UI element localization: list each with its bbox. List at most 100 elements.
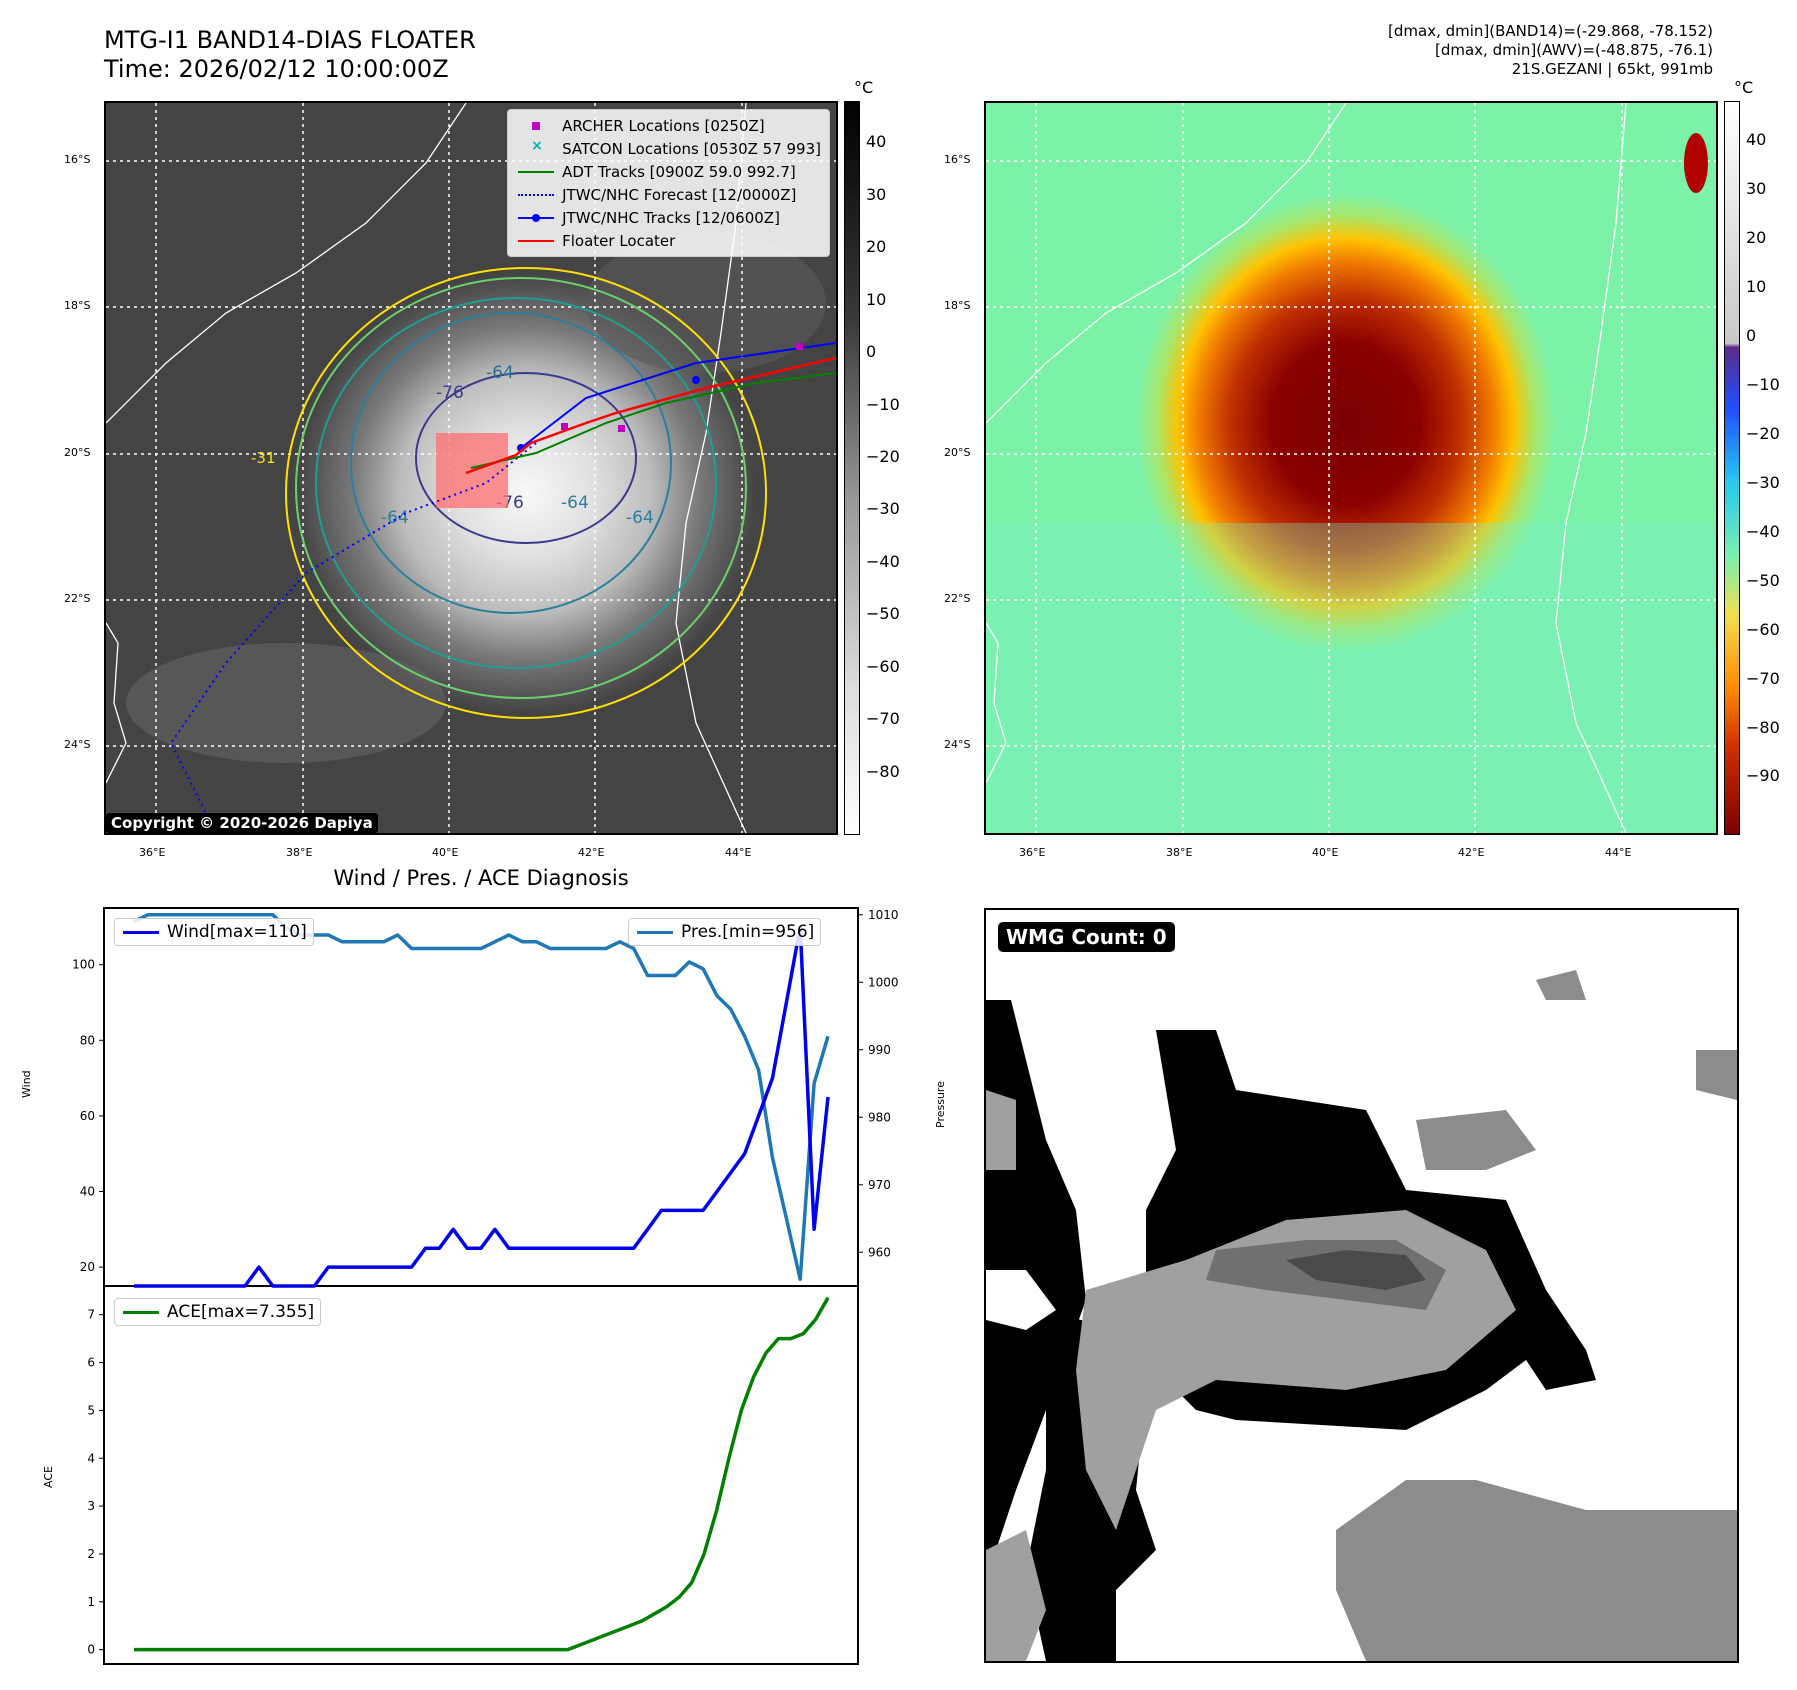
awv-map-panel [984,101,1718,835]
gray-colorbar-tick: −10 [866,394,900,414]
gray-colorbar-tick: 20 [866,237,887,257]
wind-pressure-frame [103,907,859,1287]
pressure-tick-label: 990 [868,1043,891,1057]
pressure-tick-label: 1010 [868,908,899,922]
ace-tick-label: 3 [87,1499,95,1513]
wind-tick-label: 20 [80,1260,95,1274]
jtwc-track-point [692,376,700,384]
wmg-panel: WMG Count: 0 [984,908,1739,1663]
cloud-band [126,643,446,763]
contour-yellow [285,267,767,719]
contour-label: -64 [486,363,514,383]
pressure-axis-label: Pressure [934,1081,947,1128]
lat-label: 20°S [944,446,971,459]
gray-colorbar-tick: 10 [866,289,887,309]
info-line-2: [dmax, dmin](AWV)=(-48.875, -76.1) [1434,41,1713,59]
wmg-dark-region [1286,1250,1426,1290]
lat-label: 22°S [64,592,91,605]
figure-title: MTG-I1 BAND14-DIAS FLOATER Time: 2026/02… [104,26,476,84]
awv-colorbar-tick: 30 [1746,179,1767,199]
gray-colorbar-tick: −30 [866,499,900,519]
gray-colorbar-tick: −50 [866,604,900,624]
lon-label: 42°E [1458,846,1485,859]
wmg-gray-region [1536,970,1586,1000]
ace-tick-label: 0 [87,1643,95,1657]
lon-label: 40°E [1312,846,1339,859]
gray-colorbar-tick: −60 [866,656,900,676]
legend-item-satcon: × SATCON Locations [0530Z 57 993] [531,137,821,158]
contour-label: -76 [436,383,464,403]
coastline [106,103,467,424]
lon-label: 44°E [725,846,752,859]
pressure-series-line [133,913,830,1282]
pressure-tick-label: 970 [868,1178,891,1192]
contour-purple-76 [415,372,637,544]
info-line-3: 21S.GEZANI | 65kt, 991mb [1511,60,1713,78]
awv-colorbar-tick: −70 [1746,668,1780,688]
lat-label: 24°S [944,738,971,751]
awv-colorbar-tick: 20 [1746,228,1767,248]
lat-label: 20°S [64,446,91,459]
legend-item-floater: Floater Locater [516,229,821,252]
copyright-badge: Copyright © 2020-2026 Dapiya [106,813,378,833]
red-patch [1684,133,1708,193]
contour-blue-64 [350,312,672,614]
wind-tick-label: 100 [72,958,95,972]
wmg-blocks [986,970,1737,1661]
title-line-1: MTG-I1 BAND14-DIAS FLOATER [104,26,476,54]
awv-colorbar-tick: −90 [1746,766,1780,786]
wmg-white-region [986,1270,1056,1330]
jtwc-track [520,342,836,449]
wind-tick-label: 80 [80,1033,95,1047]
adt-track [470,372,836,469]
lat-label: 16°S [64,153,91,166]
info-line-1: [dmax, dmin](BAND14)=(-29.868, -78.152) [1388,22,1713,40]
wind-tick-label: 60 [80,1109,95,1123]
awv-gridlines [986,103,1716,833]
wind-legend: Wind[max=110] [114,918,314,946]
wmg-gray-region [1416,1110,1536,1170]
lon-label: 42°E [578,846,605,859]
awv-colorbar-tick: −60 [1746,619,1780,639]
lon-label: 36°E [1019,846,1046,859]
awv-colorbar-tick: 0 [1746,326,1757,346]
legend-item-archer: ARCHER Locations [0250Z] [516,114,821,137]
coastline [106,622,127,784]
archer-point [618,425,625,432]
contour-green [295,277,747,699]
awv-map-overlay [986,103,1716,833]
gray-colorbar-tick: −40 [866,551,900,571]
awv-colorbar-tick: 40 [1746,130,1767,150]
legend-item-forecast: JTWC/NHC Forecast [12/0000Z] [516,183,821,206]
lat-label: 18°S [944,299,971,312]
coastline [986,103,1347,424]
ace-series-line [134,1296,830,1652]
gray-colorbar-tick: 0 [866,342,877,362]
awv-colorbar-tick: 10 [1746,277,1767,297]
contour-label: -31 [251,449,276,467]
legend-item-tracks: JTWC/NHC Tracks [12/0600Z] [516,206,821,229]
pressure-legend: Pres.[min=956] [628,918,822,946]
ace-tick-label: 2 [87,1547,95,1561]
gray-colorbar-tick: 30 [866,184,887,204]
contour-label: -64 [381,508,409,528]
title-line-2: Time: 2026/02/12 10:00:00Z [104,55,449,83]
diagnosis-title: Wind / Pres. / ACE Diagnosis [333,866,629,890]
awv-colorbar-tick: −50 [1746,570,1780,590]
awv-colorbar [1724,101,1740,835]
lat-label: 24°S [64,738,91,751]
archer-point [561,423,568,430]
colorbar-unit: °C [854,78,874,97]
cloud-band [586,233,826,373]
ace-tick-label: 1 [87,1595,95,1609]
gray-colorbar-tick: 40 [866,132,887,152]
ir-map-panel: -64 -76 -76 -64 -64 -64 -31 ARCHER Locat… [104,101,838,835]
gray-colorbar-tick: −80 [866,761,900,781]
gray-colorbar-tick: −70 [866,709,900,729]
lon-label: 36°E [139,846,166,859]
contour-label: -64 [561,493,589,513]
lon-label: 40°E [432,846,459,859]
storm-info: [dmax, dmin](BAND14)=(-29.868, -78.152) … [1388,22,1713,79]
wmg-gray-region [986,1090,1016,1170]
awv-colorbar-tick: −80 [1746,717,1780,737]
